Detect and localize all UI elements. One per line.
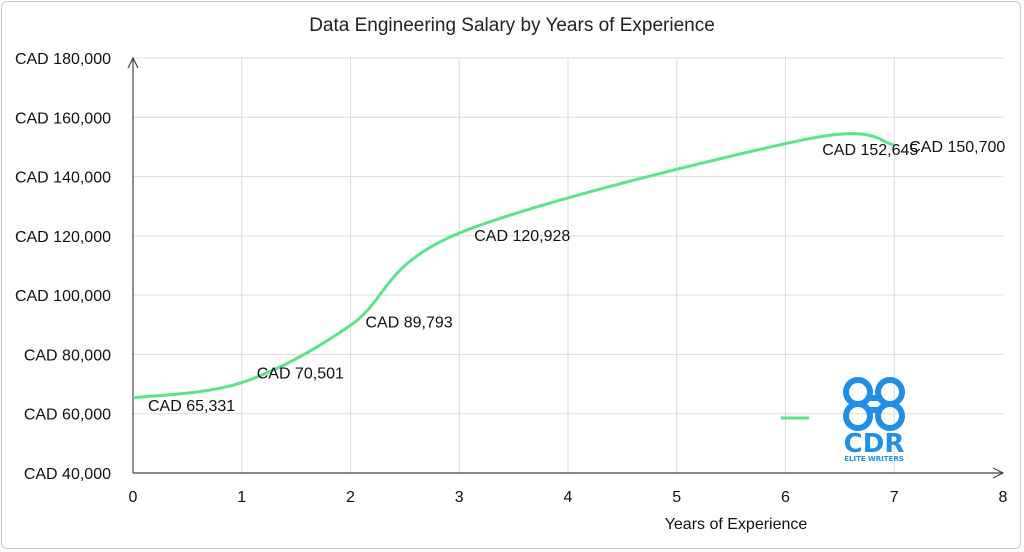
x-tick-label: 4 bbox=[564, 489, 573, 506]
data-label: CAD 120,928 bbox=[474, 228, 570, 245]
y-tick-label: CAD 180,000 bbox=[15, 51, 111, 68]
x-tick-label: 7 bbox=[890, 489, 899, 506]
y-tick-labels: CAD 40,000 CAD 60,000 CAD 80,000 CAD 100,00… bbox=[15, 51, 111, 483]
x-axis-label: Years of Experience bbox=[665, 516, 808, 533]
data-label: CAD 89,793 bbox=[366, 314, 453, 331]
salary-line bbox=[132, 132, 895, 400]
data-label: CAD 70,501 bbox=[257, 366, 344, 383]
data-label: CAD 150,700 bbox=[909, 139, 1005, 156]
x-tick-label: 8 bbox=[999, 489, 1008, 506]
logo-text: CDR bbox=[844, 429, 905, 459]
y-tick-label: CAD 160,000 bbox=[15, 110, 111, 127]
logo-emblem-icon bbox=[843, 377, 905, 431]
x-tick-label: 3 bbox=[455, 489, 464, 506]
y-tick-label: CAD 60,000 bbox=[24, 407, 111, 424]
grid-lines bbox=[133, 57, 1003, 473]
axes bbox=[127, 56, 1005, 479]
y-tick-label: CAD 100,000 bbox=[15, 288, 111, 305]
x-axis-arrow bbox=[992, 467, 1005, 479]
data-label: CAD 152,645 bbox=[822, 142, 918, 159]
x-tick-label: 5 bbox=[672, 489, 681, 506]
y-axis-arrow bbox=[127, 56, 139, 69]
x-tick-labels: 0 1 2 3 4 5 6 7 8 bbox=[129, 489, 1008, 506]
logo-subtitle: ELITE WRITERS bbox=[844, 455, 904, 463]
cdr-logo: CDR ELITE WRITERS bbox=[843, 377, 905, 463]
data-label: CAD 65,331 bbox=[148, 398, 235, 415]
y-tick-label: CAD 80,000 bbox=[24, 347, 111, 364]
x-tick-label: 6 bbox=[781, 489, 790, 506]
y-tick-label: CAD 120,000 bbox=[15, 229, 111, 246]
x-tick-label: 1 bbox=[237, 489, 246, 506]
y-tick-label: CAD 140,000 bbox=[15, 170, 111, 187]
x-tick-label: 2 bbox=[346, 489, 355, 506]
x-tick-label: 0 bbox=[129, 489, 138, 506]
data-labels: CAD 65,331 CAD 70,501 CAD 89,793 CAD 120,92… bbox=[148, 139, 1005, 415]
chart-title: Data Engineering Salary by Years of Expe… bbox=[309, 15, 715, 36]
y-tick-label: CAD 40,000 bbox=[24, 466, 111, 483]
